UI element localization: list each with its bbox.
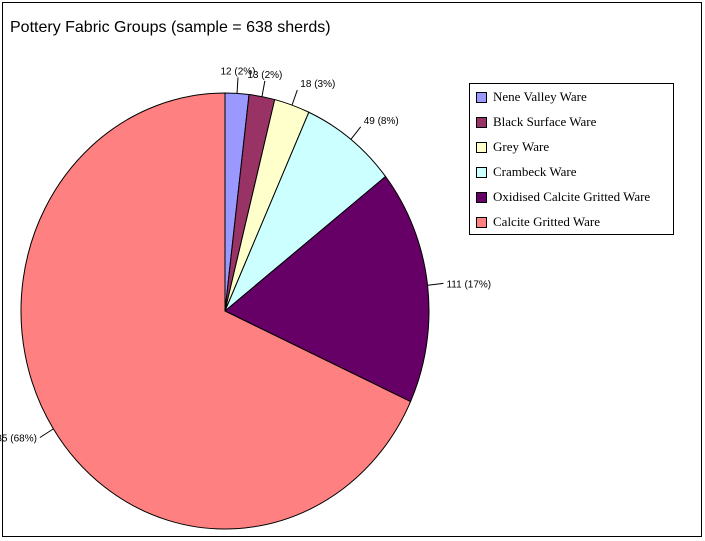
- leader-line: [236, 77, 239, 94]
- legend-swatch: [476, 166, 487, 178]
- data-label: 18 (3%): [300, 79, 335, 90]
- chart-title: Pottery Fabric Groups (sample = 638 sher…: [10, 19, 331, 36]
- legend-label: Calcite Gritted Ware: [493, 214, 601, 229]
- legend-swatch: [476, 116, 487, 128]
- legend-label: Nene Valley Ware: [493, 89, 587, 104]
- legend-item-grey-ware: Grey Ware: [476, 138, 549, 156]
- legend-swatch: [476, 141, 487, 153]
- leader-line: [261, 80, 266, 97]
- data-label: 111 (17%): [446, 279, 491, 290]
- legend-label: Grey Ware: [493, 139, 550, 154]
- data-label: 13 (2%): [247, 70, 282, 81]
- legend-item-black-surface-ware: Black Surface Ware: [476, 113, 596, 131]
- legend-swatch: [476, 216, 487, 228]
- data-label: 435 (68%): [0, 434, 37, 445]
- data-label: 49 (8%): [364, 116, 399, 127]
- legend-label: Crambeck Ware: [493, 164, 577, 179]
- legend-swatch: [476, 191, 487, 203]
- legend-label: Oxidised Calcite Gritted Ware: [493, 189, 651, 204]
- legend-item-calcite-gritted-ware: Calcite Gritted Ware: [476, 213, 600, 231]
- legend-item-oxidised-calcite-gritted-ware: Oxidised Calcite Gritted Ware: [476, 188, 650, 206]
- leader-line: [350, 126, 362, 140]
- leader-line: [291, 89, 298, 106]
- data-label: 12 (2%): [220, 66, 255, 77]
- pie-slice-oxidised-calcite-gritted-ware: [224, 175, 430, 403]
- pie-slice-crambeck-ware: [224, 111, 387, 312]
- legend-label: Black Surface Ware: [493, 114, 597, 129]
- leader-line: [427, 282, 444, 286]
- legend-swatch: [476, 91, 487, 103]
- leader-line: [39, 428, 54, 438]
- legend-item-crambeck-ware: Crambeck Ware: [476, 163, 577, 181]
- legend-item-nene-valley-ware: Nene Valley Ware: [476, 88, 587, 106]
- legend: Nene Valley Ware Black Surface Ware Grey…: [469, 83, 674, 235]
